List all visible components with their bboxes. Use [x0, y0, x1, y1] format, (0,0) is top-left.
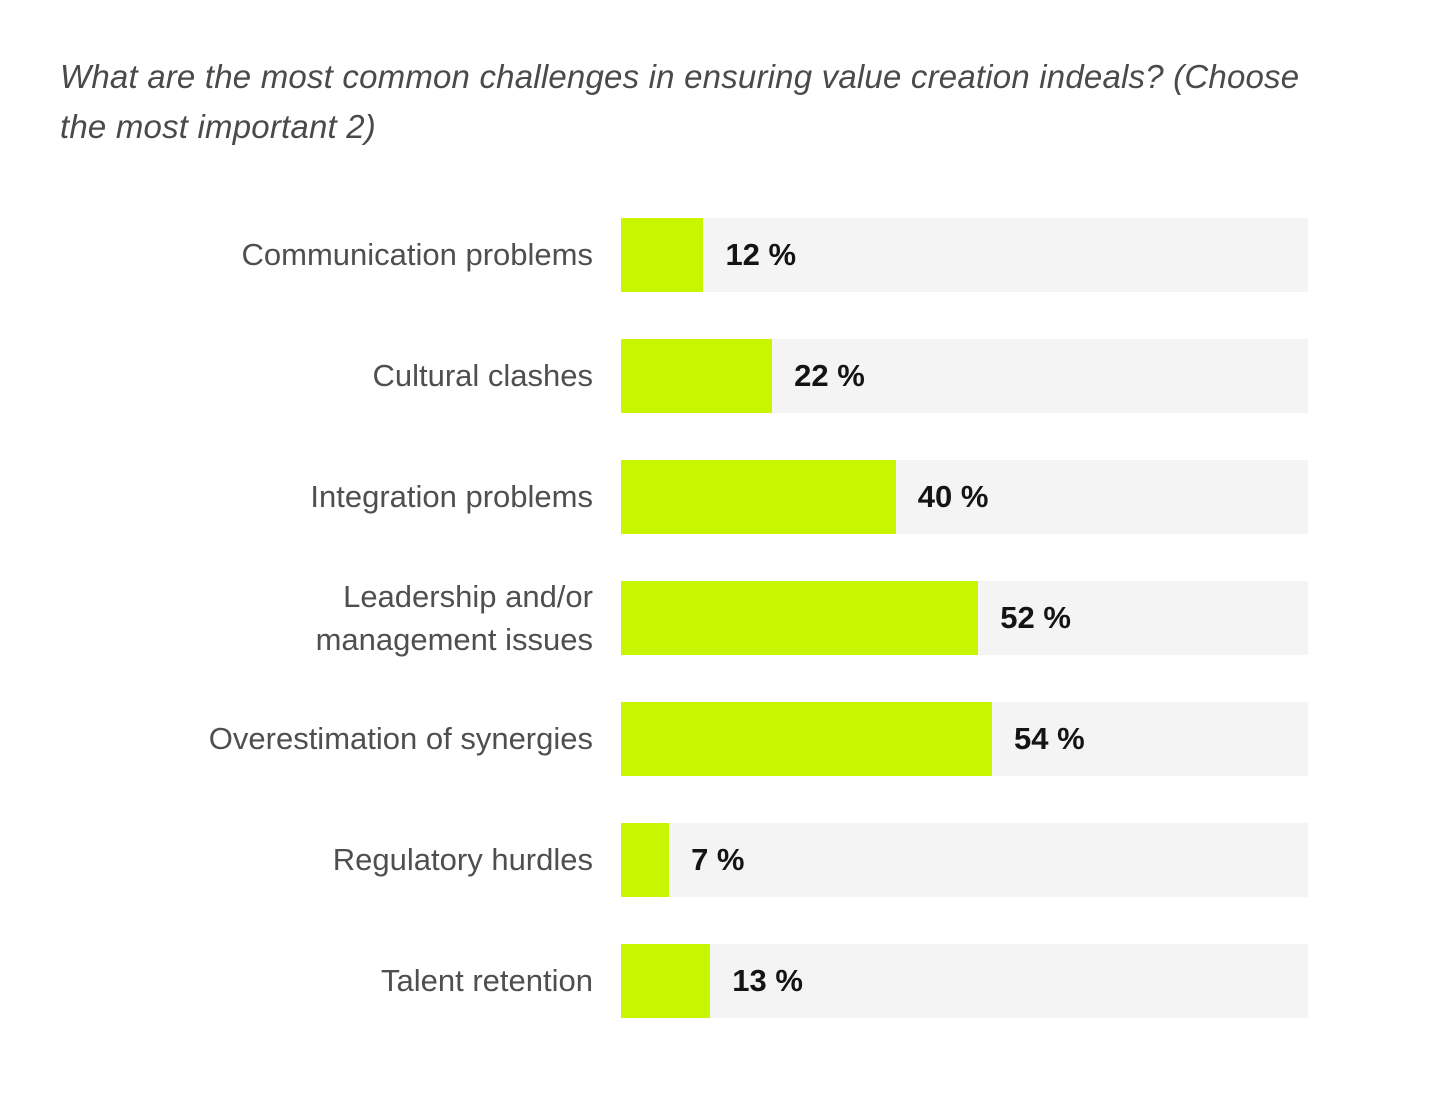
value-label: 7 % — [691, 842, 745, 877]
bar-fill — [621, 339, 773, 413]
category-label: Integration problems — [310, 479, 593, 515]
value-label: 40 % — [917, 479, 989, 514]
bar-fill — [621, 581, 979, 655]
value-label: 54 % — [1013, 721, 1085, 756]
category-label: Leadership and/or management issues — [315, 578, 593, 657]
bar-track: 12 % — [621, 218, 1308, 292]
bar-fill — [621, 944, 711, 1018]
category-label: Talent retention — [381, 963, 593, 999]
chart-row: Leadership and/or management issues 52 % — [0, 578, 1440, 657]
chart-row: Communication problems 12 % — [0, 218, 1440, 292]
bar-fill — [621, 218, 704, 292]
value-label: 52 % — [1000, 600, 1071, 635]
bar-track: 54 % — [621, 702, 1308, 776]
chart-title-line-1: What are the most common challenges in e… — [60, 58, 1300, 95]
bar-chart: Communication problems 12 % Cultural cla… — [0, 218, 1440, 1018]
chart-row: Cultural clashes 22 % — [0, 339, 1440, 413]
category-label: Communication problems — [241, 237, 593, 273]
category-label: Cultural clashes — [372, 358, 593, 394]
category-label: Regulatory hurdles — [332, 842, 593, 878]
chart-row: Overestimation of synergies 54 % — [0, 702, 1440, 776]
bar-track: 52 % — [621, 581, 1308, 655]
chart-row: Integration problems 40 % — [0, 460, 1440, 534]
bar-track: 40 % — [621, 460, 1308, 534]
value-label: 13 % — [732, 963, 803, 998]
bar-fill — [621, 702, 992, 776]
value-label: 22 % — [794, 358, 865, 393]
chart-title: What are the most common challenges in e… — [60, 52, 1400, 152]
bar-track: 13 % — [621, 944, 1308, 1018]
bar-fill — [621, 460, 896, 534]
chart-title-line-2: the most important 2) — [60, 108, 376, 145]
chart-row: Regulatory hurdles 7 % — [0, 823, 1440, 897]
category-label: Overestimation of synergies — [208, 721, 593, 757]
bar-track: 7 % — [621, 823, 1308, 897]
value-label: 12 % — [725, 237, 797, 272]
bar-track: 22 % — [621, 339, 1308, 413]
bar-fill — [621, 823, 670, 897]
chart-row: Talent retention 13 % — [0, 944, 1440, 1018]
